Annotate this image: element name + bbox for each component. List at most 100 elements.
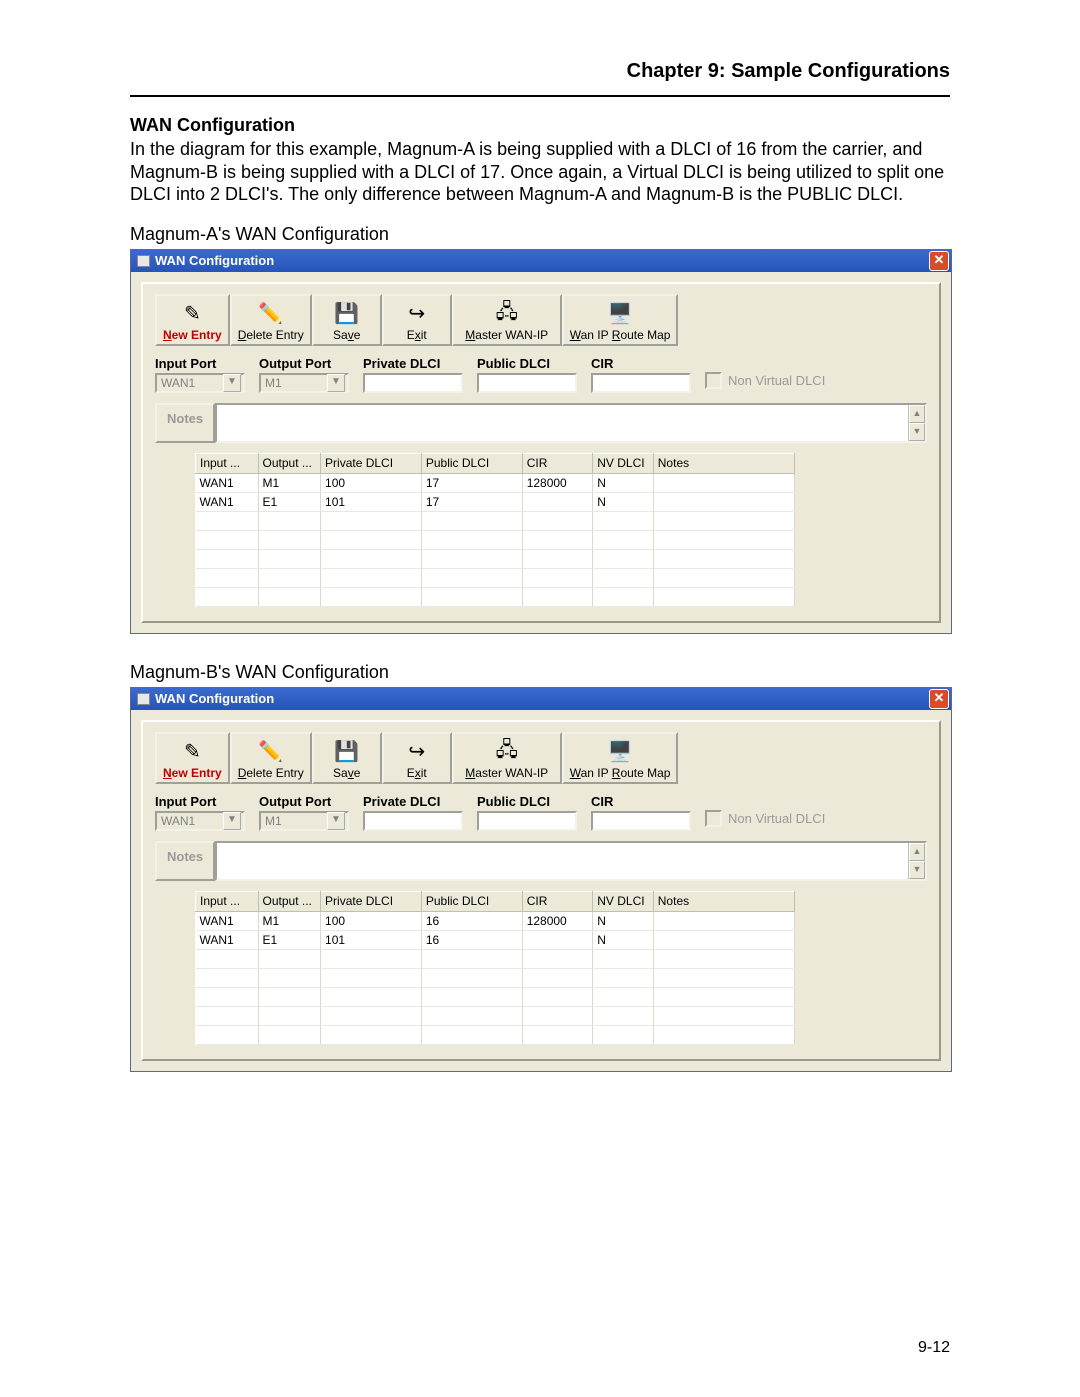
table-cell [593, 549, 654, 568]
cir-input[interactable] [591, 811, 691, 831]
pencil-icon: ✎ [184, 300, 201, 328]
column-header[interactable]: Notes [653, 453, 794, 473]
cir-input[interactable] [591, 373, 691, 393]
chevron-down-icon: ▼ [223, 374, 241, 392]
table-row[interactable]: WAN1M110017128000N [196, 473, 795, 492]
cir-label: CIR [591, 794, 691, 809]
input-port-combo[interactable]: WAN1 ▼ [155, 373, 245, 393]
table-cell: E1 [258, 930, 321, 949]
table-cell [653, 473, 794, 492]
input-port-combo[interactable]: WAN1 ▼ [155, 811, 245, 831]
new-entry-button[interactable]: ✎ New Entry [155, 294, 230, 346]
save-button[interactable]: 💾 Save [312, 294, 382, 346]
exit-button[interactable]: ↪ Exit [382, 294, 452, 346]
private-dlci-input[interactable] [363, 373, 463, 393]
column-header[interactable]: NV DLCI [593, 453, 654, 473]
table-row[interactable] [196, 949, 795, 968]
table-row[interactable] [196, 530, 795, 549]
column-header[interactable]: Notes [653, 891, 794, 911]
column-header[interactable]: Public DLCI [421, 891, 522, 911]
table-cell [421, 949, 522, 968]
scrollbar[interactable]: ▲ ▼ [908, 405, 925, 441]
table-cell [653, 492, 794, 511]
caption-b: Magnum-B's WAN Configuration [130, 662, 950, 683]
table-cell [321, 949, 422, 968]
table-cell: WAN1 [196, 473, 259, 492]
notes-button[interactable]: Notes [155, 403, 215, 443]
private-dlci-input[interactable] [363, 811, 463, 831]
column-header[interactable]: NV DLCI [593, 891, 654, 911]
table-row[interactable]: WAN1E110116N [196, 930, 795, 949]
column-header[interactable]: Input ... [196, 453, 259, 473]
exit-button[interactable]: ↪ Exit [382, 732, 452, 784]
wan-config-table-a: Input ...Output ...Private DLCIPublic DL… [195, 453, 795, 607]
scrollbar[interactable]: ▲ ▼ [908, 843, 925, 879]
table-cell [522, 587, 593, 606]
master-wan-ip-button[interactable]: 🖧 Master WAN-IP [452, 732, 562, 784]
table-cell [653, 530, 794, 549]
column-header[interactable]: Private DLCI [321, 453, 422, 473]
route-map-icon: 🖥️ [608, 300, 633, 328]
table-cell [593, 587, 654, 606]
table-row[interactable] [196, 511, 795, 530]
column-header[interactable]: CIR [522, 891, 593, 911]
table-row[interactable] [196, 1006, 795, 1025]
table-cell [653, 568, 794, 587]
column-header[interactable]: Private DLCI [321, 891, 422, 911]
route-map-icon: 🖥️ [608, 738, 633, 766]
output-port-combo[interactable]: M1 ▼ [259, 373, 349, 393]
table-cell [196, 530, 259, 549]
table-row[interactable] [196, 549, 795, 568]
table-row[interactable]: WAN1M110016128000N [196, 911, 795, 930]
table-cell [421, 987, 522, 1006]
private-dlci-label: Private DLCI [363, 356, 463, 371]
new-entry-label: ew Entry [172, 328, 222, 342]
page-number: 9-12 [918, 1339, 950, 1357]
close-button[interactable]: ✕ [929, 251, 949, 271]
app-icon [137, 255, 150, 267]
wan-ip-route-map-button[interactable]: 🖥️ Wan IP Route Map [562, 294, 679, 346]
column-header[interactable]: CIR [522, 453, 593, 473]
chevron-down-icon: ▼ [327, 812, 345, 830]
delete-entry-button[interactable]: ✏️ Delete Entry [230, 732, 312, 784]
network-icon: 🖧 [496, 300, 518, 328]
table-row[interactable] [196, 1025, 795, 1044]
master-wan-ip-button[interactable]: 🖧 Master WAN-IP [452, 294, 562, 346]
column-header[interactable]: Input ... [196, 891, 259, 911]
table-cell [321, 987, 422, 1006]
table-cell: N [593, 911, 654, 930]
save-button[interactable]: 💾 Save [312, 732, 382, 784]
table-cell [653, 968, 794, 987]
non-virtual-dlci-checkbox[interactable]: Non Virtual DLCI [705, 810, 825, 827]
table-row[interactable] [196, 587, 795, 606]
notes-button[interactable]: Notes [155, 841, 215, 881]
table-cell [522, 968, 593, 987]
column-header[interactable]: Output ... [258, 891, 321, 911]
table-cell [321, 511, 422, 530]
chevron-down-icon: ▼ [223, 812, 241, 830]
table-row[interactable]: WAN1E110117N [196, 492, 795, 511]
table-row[interactable] [196, 568, 795, 587]
notes-textarea[interactable]: ▲ ▼ [215, 841, 927, 881]
wan-ip-route-map-button[interactable]: 🖥️ Wan IP Route Map [562, 732, 679, 784]
table-cell [258, 949, 321, 968]
table-cell [653, 1006, 794, 1025]
close-button[interactable]: ✕ [929, 689, 949, 709]
column-header[interactable]: Output ... [258, 453, 321, 473]
table-row[interactable] [196, 968, 795, 987]
non-virtual-dlci-checkbox[interactable]: Non Virtual DLCI [705, 372, 825, 389]
delete-entry-button[interactable]: ✏️ Delete Entry [230, 294, 312, 346]
eraser-icon: ✏️ [258, 300, 283, 328]
column-header[interactable]: Public DLCI [421, 453, 522, 473]
notes-textarea[interactable]: ▲ ▼ [215, 403, 927, 443]
table-cell [522, 1025, 593, 1044]
table-cell: 16 [421, 930, 522, 949]
table-row[interactable] [196, 987, 795, 1006]
new-entry-button[interactable]: ✎ New Entry [155, 732, 230, 784]
public-dlci-input[interactable] [477, 373, 577, 393]
delete-entry-label: elete Entry [246, 328, 303, 342]
public-dlci-input[interactable] [477, 811, 577, 831]
section-title: WAN Configuration [130, 115, 950, 136]
output-port-combo[interactable]: M1 ▼ [259, 811, 349, 831]
table-cell [258, 549, 321, 568]
